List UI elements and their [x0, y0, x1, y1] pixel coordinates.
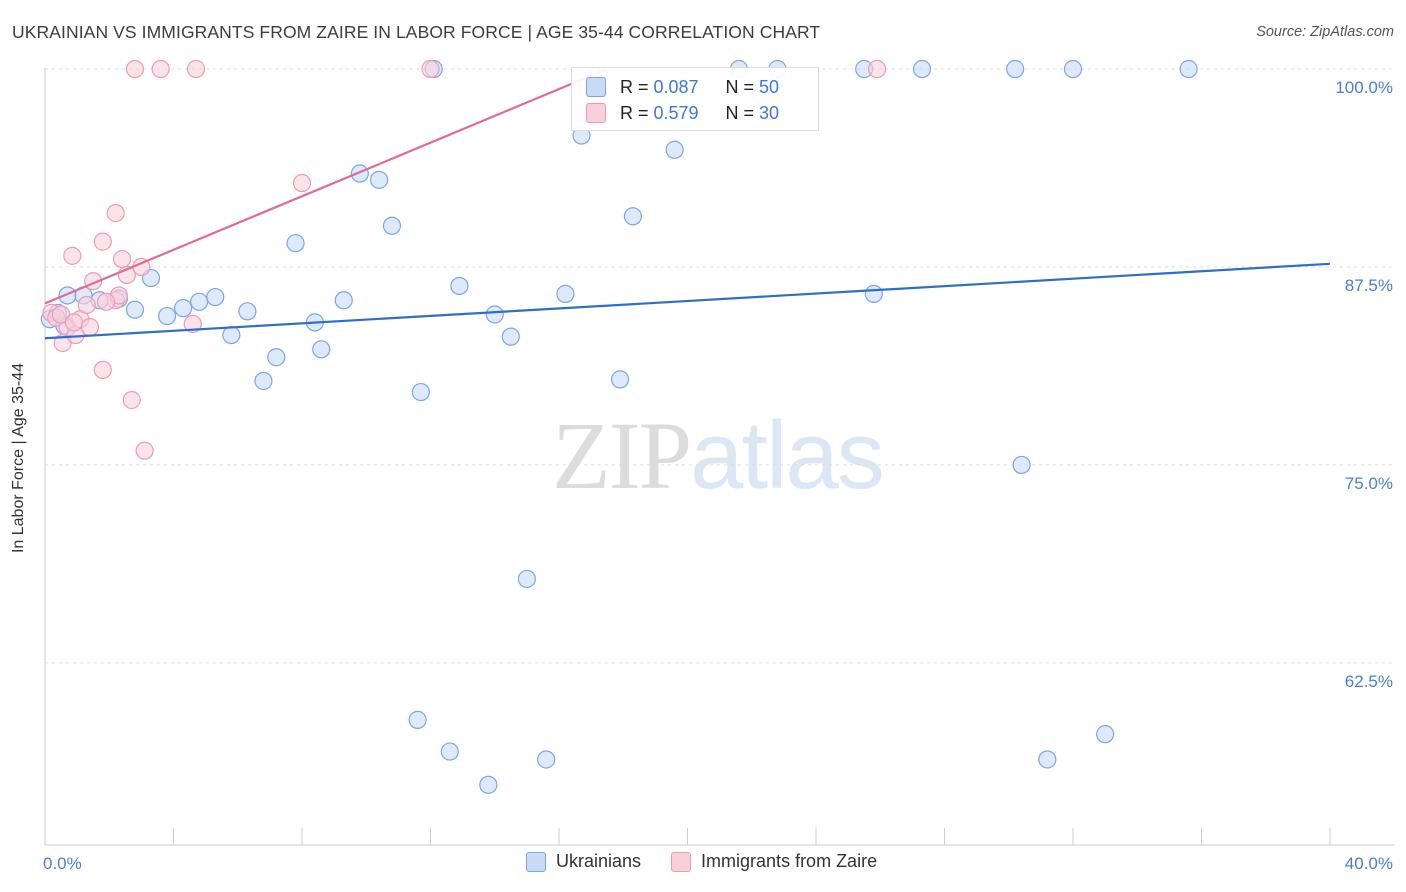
point-ukrainians: [254, 371, 273, 391]
point-ukrainians: [125, 300, 145, 319]
point-ukrainians: [485, 305, 504, 324]
point-zaire: [96, 292, 116, 311]
point-ukrainians: [1063, 59, 1083, 79]
point-ukrainians: [1012, 455, 1031, 475]
point-ukrainians: [206, 287, 225, 307]
point-zaire: [151, 59, 170, 79]
watermark: ZIPatlas: [552, 400, 885, 511]
legend-label-ukrainians: Ukrainians: [556, 851, 642, 871]
point-ukrainians: [286, 234, 305, 253]
point-ukrainians: [556, 284, 575, 303]
point-zaire: [183, 314, 202, 334]
point-ukrainians: [537, 750, 556, 769]
point-ukrainians: [517, 569, 536, 589]
point-ukrainians: [864, 284, 883, 303]
point-zaire: [186, 59, 206, 79]
point-ukrainians: [334, 291, 353, 310]
point-ukrainians: [370, 170, 389, 189]
point-ukrainians: [1179, 59, 1198, 79]
y-tick-label: 62.5%: [1345, 672, 1393, 691]
point-zaire: [135, 441, 154, 460]
stats-swatch-ukrainians: [586, 77, 606, 97]
point-ukrainians: [912, 59, 932, 79]
point-zaire: [77, 295, 96, 315]
stats-row-ukrainians: R = 0.087 N = 50: [586, 74, 779, 100]
point-ukrainians: [411, 382, 430, 402]
y-tick-label: 75.0%: [1345, 474, 1393, 493]
point-ukrainians: [1006, 59, 1025, 79]
point-ukrainians: [501, 327, 520, 346]
stats-swatch-zaire: [586, 103, 606, 123]
watermark-zip: ZIP: [552, 402, 692, 509]
point-zaire: [64, 313, 84, 332]
point-ukrainians: [174, 299, 193, 318]
legend-swatch-zaire: [671, 851, 692, 872]
stats-box: R = 0.087 N = 50 R = 0.579 N = 30: [571, 67, 819, 131]
stats-n-value-zaire: 30: [759, 102, 780, 123]
point-zaire: [421, 59, 440, 79]
point-zaire: [93, 360, 112, 380]
x-tick-label-left: 0.0%: [43, 854, 82, 873]
stats-n-label: N =: [725, 76, 760, 97]
point-zaire: [122, 390, 141, 410]
y-tick-label: 87.5%: [1345, 276, 1393, 295]
point-ukrainians: [157, 306, 177, 326]
legend: Ukrainians Immigrants from Zaire: [526, 851, 907, 872]
stats-row-zaire: R = 0.579 N = 30: [586, 100, 779, 126]
point-zaire: [112, 249, 132, 269]
point-ukrainians: [238, 302, 257, 321]
point-ukrainians: [623, 207, 642, 226]
source-label: Source: ZipAtlas.com: [1256, 24, 1394, 40]
point-ukrainians: [450, 276, 469, 296]
point-ukrainians: [1096, 725, 1115, 744]
stats-r-label: R =: [620, 76, 654, 97]
point-zaire: [106, 204, 125, 223]
point-ukrainians: [1038, 750, 1057, 769]
point-ukrainians: [610, 370, 630, 389]
trend-line-ukrainians: [44, 262, 1331, 340]
point-zaire: [292, 173, 312, 193]
point-zaire: [93, 232, 112, 251]
point-ukrainians: [665, 140, 684, 159]
point-ukrainians: [312, 340, 331, 359]
y-tick-label: 100.0%: [1335, 78, 1393, 97]
legend-item-ukrainians[interactable]: Ukrainians: [526, 851, 641, 872]
stats-n-label: N =: [725, 102, 760, 123]
chart-title: UKRAINIAN VS IMMIGRANTS FROM ZAIRE IN LA…: [12, 22, 821, 42]
point-ukrainians: [408, 710, 427, 729]
point-zaire: [80, 318, 100, 337]
point-ukrainians: [222, 325, 241, 345]
stats-r-value-zaire: 0.579: [653, 102, 699, 123]
stats-n-value-ukrainians: 50: [759, 76, 780, 97]
legend-item-zaire[interactable]: Immigrants from Zaire: [671, 851, 877, 872]
x-tick-label-right: 40.0%: [1345, 854, 1393, 873]
legend-swatch-ukrainians: [526, 851, 546, 872]
point-ukrainians: [190, 292, 209, 311]
point-ukrainians: [382, 216, 402, 235]
point-zaire: [125, 59, 145, 79]
stats-r-label: R =: [620, 102, 654, 123]
point-zaire: [63, 246, 82, 265]
stats-r-value-ukrainians: 0.087: [653, 76, 699, 97]
point-ukrainians: [267, 348, 286, 367]
legend-label-zaire: Immigrants from Zaire: [701, 851, 878, 871]
point-ukrainians: [440, 742, 459, 761]
point-ukrainians: [479, 775, 498, 794]
watermark-atlas: atlas: [690, 402, 885, 509]
trend-line-zaire: [44, 67, 608, 305]
point-zaire: [867, 59, 887, 79]
